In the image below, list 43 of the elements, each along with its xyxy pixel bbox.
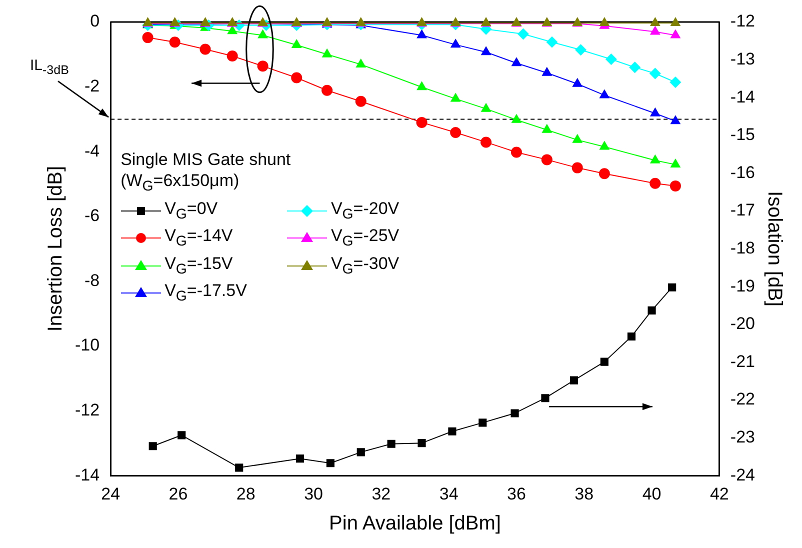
- y-tick-label: 0: [90, 12, 100, 31]
- x-tick-label: 34: [439, 484, 458, 504]
- x-tick-label: 40: [642, 484, 662, 504]
- x-tick-label: 30: [304, 484, 323, 504]
- x-axis-title: Pin Available [dBm]: [329, 512, 501, 535]
- y-tick-label: -10: [74, 336, 100, 355]
- y2-tick-label: -24: [730, 465, 756, 484]
- x-tick-label: 26: [168, 484, 188, 504]
- y-tick-label: -14: [74, 465, 100, 484]
- legend-label: V$_{G}$=-20V: [330, 198, 400, 224]
- y2-tick-label: -14: [730, 87, 756, 106]
- x-tick-label: 38: [574, 484, 594, 504]
- y2-tick-label: -16: [730, 162, 756, 182]
- legend-label: V$_{G}$=-25V: [330, 225, 400, 252]
- y2-tick-label: -12: [730, 12, 756, 31]
- x-tick-label: 28: [236, 484, 256, 504]
- y2-axis-title: Isolation [dB]: [763, 190, 786, 307]
- legend-label: V$_{G}$=-14V: [164, 225, 233, 252]
- x-tick-label: 42: [710, 484, 729, 504]
- legend-label: V$_{G}$=0V: [164, 198, 218, 224]
- y2-tick-label: -20: [730, 314, 756, 334]
- y2-tick-label: -19: [730, 276, 756, 296]
- legend-label: V$_{G}$=-15V: [164, 252, 233, 279]
- y2-tick-label: -18: [730, 238, 756, 258]
- legend-title: Single MIS Gate shunt (W$_{G}$=6x150μm): [120, 149, 292, 196]
- y-tick-label: -4: [84, 141, 100, 160]
- y-axis-title: Insertion Loss [dB]: [44, 166, 67, 332]
- x-tick-label: 32: [372, 484, 391, 504]
- y2-tick-label: -22: [730, 390, 756, 409]
- y-tick-label: -6: [84, 206, 100, 226]
- y2-tick-label: -23: [730, 427, 756, 446]
- y2-tick-label: -17: [730, 200, 756, 220]
- y2-tick-label: -21: [730, 352, 756, 371]
- y2-tick-label: -13: [730, 49, 756, 68]
- y-tick-label: -12: [74, 400, 100, 420]
- x-tick-label: 36: [507, 484, 526, 504]
- ref-line-label: IL$_{-3dB}$: [30, 57, 69, 78]
- y-tick-label: -8: [84, 270, 100, 290]
- y-tick-label: -2: [84, 76, 100, 96]
- legend-label: V$_{G}$=-30V: [330, 252, 400, 279]
- y2-tick-label: -15: [730, 125, 756, 144]
- legend-label: V$_{G}$=-17.5V: [164, 280, 247, 306]
- x-tick-label: 24: [101, 484, 120, 504]
